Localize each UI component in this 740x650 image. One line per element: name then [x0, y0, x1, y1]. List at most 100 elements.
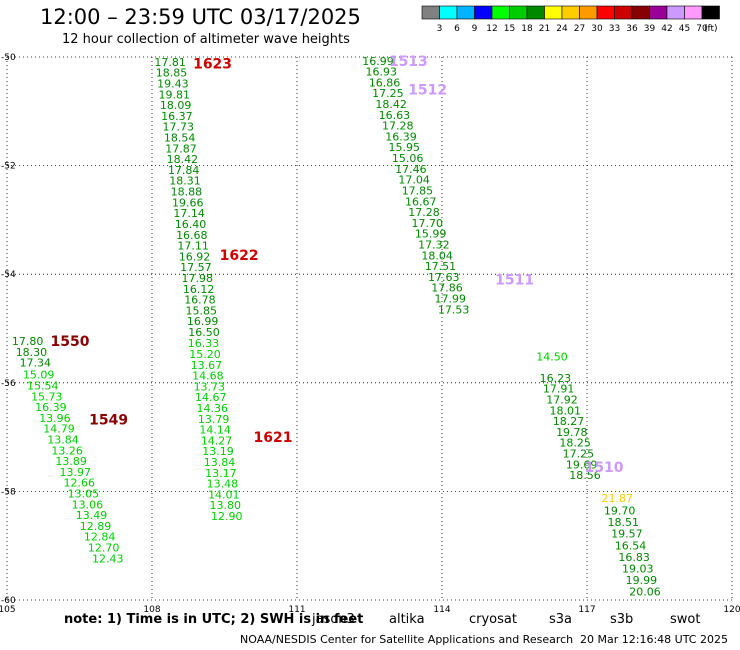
wave-height-value: 17.04	[398, 174, 430, 187]
wave-height-value: 13.73	[194, 380, 226, 393]
longitude-tick-label: 111	[288, 605, 305, 612]
wave-height-value: 14.27	[201, 434, 233, 447]
colorbar-label: 21	[539, 24, 550, 34]
wave-height-value: 13.26	[51, 444, 82, 457]
wave-height-value: 16.86	[369, 76, 401, 89]
wave-height-value: 18.85	[156, 67, 188, 80]
colorbar-label: 3	[437, 24, 443, 34]
wave-height-value: 16.40	[175, 218, 207, 231]
wave-height-value: 17.28	[408, 206, 440, 219]
wave-height-value: 12.89	[80, 520, 112, 533]
wave-height-value: 17.87	[165, 142, 197, 155]
colorbar-label: 6	[454, 24, 460, 34]
colorbar-unit-label: (ft)	[704, 24, 718, 34]
longitude-tick-label: 108	[143, 605, 160, 612]
colorbar-label: 39	[644, 24, 656, 34]
wave-height-value: 18.30	[16, 346, 48, 359]
wave-height-value: 19.99	[626, 574, 658, 587]
wave-height-value: 14.01	[208, 488, 240, 501]
wave-height-value: 17.63	[428, 271, 460, 284]
wave-height-value: 19.69	[566, 458, 598, 471]
wave-height-value: 17.53	[438, 303, 470, 316]
wave-height-value: 17.34	[20, 357, 52, 370]
wave-height-value: 17.73	[163, 121, 195, 134]
wave-height-value: 17.25	[372, 87, 404, 100]
wave-height-value: 14.36	[196, 402, 228, 415]
pass-time-label: 1621	[254, 430, 293, 446]
wave-height-value: 13.19	[202, 445, 234, 458]
note-text: note: 1) Time is in UTC; 2) SWH is in fe…	[64, 612, 364, 627]
wave-height-value: 20.06	[629, 586, 661, 599]
wave-height-value: 17.70	[412, 217, 444, 230]
wave-height-value: 13.67	[191, 359, 223, 372]
satellite-legend-s3b: s3b	[610, 612, 634, 627]
footer-timestamp: 20 Mar 12:16:48 UTC 2025	[580, 633, 728, 646]
wave-height-value: 12.84	[84, 531, 116, 544]
wave-height-value: 17.57	[180, 261, 212, 274]
wave-height-value: 13.84	[47, 433, 78, 446]
satellite-legend-s3a: s3a	[549, 612, 573, 627]
pass-time-label: 1623	[193, 57, 232, 73]
wave-height-value: 17.80	[12, 335, 44, 348]
colorbar-label: 27	[574, 24, 585, 34]
wave-height-value: 13.89	[55, 455, 87, 468]
wave-height-value: 13.48	[207, 478, 239, 491]
satellite-legend-altika: altika	[389, 612, 425, 627]
wave-height-value: 16.39	[385, 130, 417, 143]
wave-height-value: 16.63	[379, 109, 411, 122]
wave-height-value: 19.78	[556, 426, 588, 439]
longitude-tick-label: 120	[723, 605, 740, 612]
colorbar-label: 70	[696, 24, 708, 34]
wave-height-value: 17.28	[382, 120, 414, 133]
chart-subtitle: 12 hour collection of altimeter wave hei…	[62, 32, 350, 47]
wave-height-value: 16.92	[179, 250, 211, 263]
pass-time-label: 1510	[585, 460, 624, 476]
wave-height-value: 12.66	[64, 477, 96, 490]
wave-height-value: 16.50	[188, 326, 220, 339]
wave-height-value: 19.57	[611, 528, 643, 541]
latitude-tick-label: -58	[1, 487, 16, 497]
colorbar-label: 15	[504, 24, 515, 34]
footer-organization: NOAA/NESDIS Center for Satellite Applica…	[240, 633, 574, 646]
wave-height-value: 17.11	[177, 240, 209, 253]
wave-height-value: 17.99	[435, 293, 467, 306]
wave-height-value: 15.73	[31, 390, 63, 403]
chart-title: 12:00 – 23:59 UTC 03/17/2025	[40, 5, 361, 29]
satellite-legend-jason3: jason3	[312, 612, 355, 627]
wave-height-value: 12.43	[92, 552, 124, 565]
wave-height-value: 15.85	[186, 304, 218, 317]
wave-height-value: 18.56	[569, 469, 601, 482]
wave-height-value: 16.68	[176, 229, 208, 242]
wave-height-value: 13.84	[204, 456, 236, 469]
wave-height-value: 16.12	[183, 283, 215, 296]
colorbar-label: 45	[679, 24, 690, 34]
wave-height-value: 13.79	[198, 413, 230, 426]
wave-height-value: 12.90	[211, 510, 243, 523]
latitude-tick-label: -56	[1, 379, 16, 389]
wave-height-value: 18.27	[553, 415, 585, 428]
wave-height-value: 17.14	[173, 207, 205, 220]
wave-height-value: 14.67	[195, 391, 227, 404]
wave-height-value: 13.96	[39, 412, 71, 425]
wave-height-value: 16.39	[35, 401, 67, 414]
longitude-tick-label: 105	[0, 605, 16, 612]
wave-height-value: 16.93	[366, 66, 398, 79]
wave-height-value: 14.14	[199, 424, 231, 437]
wave-height-value: 15.20	[189, 348, 221, 361]
wave-height-value: 18.09	[160, 99, 192, 112]
wave-height-value: 16.54	[615, 539, 647, 552]
colorbar-label: 30	[591, 24, 603, 34]
wave-height-value: 18.01	[549, 404, 581, 417]
pass-time-label: 1549	[89, 413, 128, 429]
colorbar-label: 33	[609, 24, 620, 34]
wave-height-value: 17.86	[431, 282, 463, 295]
wave-height-value: 16.99	[187, 315, 219, 328]
colorbar-label: 18	[521, 24, 533, 34]
colorbar-legend: 3 6 9 12 15 18 21 24 27 30 33 36 39 42 45 70(ft)	[421, 5, 720, 34]
colorbar-label: 24	[556, 24, 568, 34]
wave-height-value: 13.80	[210, 499, 242, 512]
latitude-tick-label: -50	[1, 53, 16, 63]
wave-height-value: 15.54	[27, 379, 59, 392]
wave-height-value: 17.25	[563, 448, 595, 461]
wave-height-value: 13.97	[59, 466, 91, 479]
